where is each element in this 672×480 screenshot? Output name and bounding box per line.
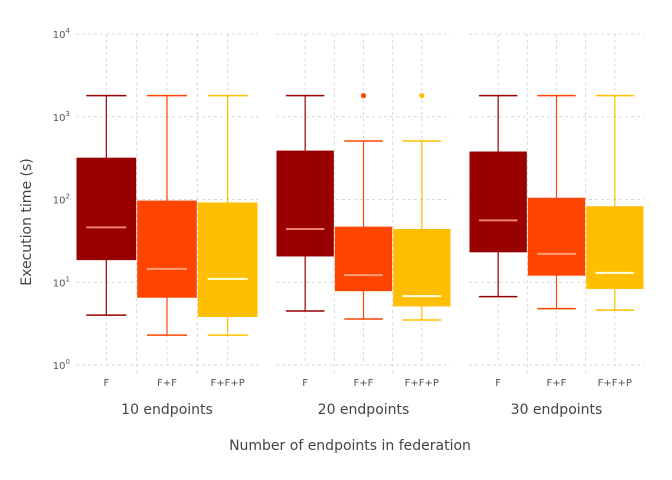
label-layer: 100 101 102 103 104 F F+F F+F+P 10 endpoints F F+F… <box>53 27 632 418</box>
box-10-endpoints-F <box>76 157 137 261</box>
box-10-endpoints-F+F+P <box>197 202 258 318</box>
x-category-label: F+F+P <box>211 378 245 389</box>
group-label: 20 endpoints <box>318 402 410 418</box>
y-tick-label: 100 <box>53 358 70 372</box>
box-10-endpoints-F+F <box>137 200 197 298</box>
x-category-label: F+F+P <box>405 378 439 389</box>
box-layer <box>76 93 644 336</box>
group-label: 10 endpoints <box>121 402 213 418</box>
outlier-point <box>419 93 425 99</box>
x-category-label: F <box>495 378 501 389</box>
x-category-label: F+F+P <box>598 378 632 389</box>
box-30-endpoints-F+F+P <box>586 206 644 289</box>
box-30-endpoints-F <box>469 151 527 253</box>
box-30-endpoints-F+F <box>527 197 586 276</box>
x-category-label: F <box>302 378 308 389</box>
group-label: 30 endpoints <box>511 402 603 418</box>
y-tick-label: 103 <box>53 110 70 124</box>
x-category-label: F+F <box>157 378 177 389</box>
box-20-endpoints-F+F <box>334 226 393 292</box>
box-20-endpoints-F+F+P <box>393 229 451 307</box>
y-tick-label: 104 <box>53 27 71 41</box>
x-axis-title: Number of endpoints in federation <box>229 438 471 454</box>
x-category-label: F+F <box>354 378 374 389</box>
y-tick-label: 102 <box>53 193 70 207</box>
x-category-label: F <box>103 378 109 389</box>
y-tick-label: 101 <box>53 275 70 289</box>
x-category-label: F+F <box>547 378 567 389</box>
y-axis-title: Execution time (s) <box>19 158 35 285</box>
outlier-point <box>360 93 367 99</box>
box-20-endpoints-F <box>276 150 334 257</box>
